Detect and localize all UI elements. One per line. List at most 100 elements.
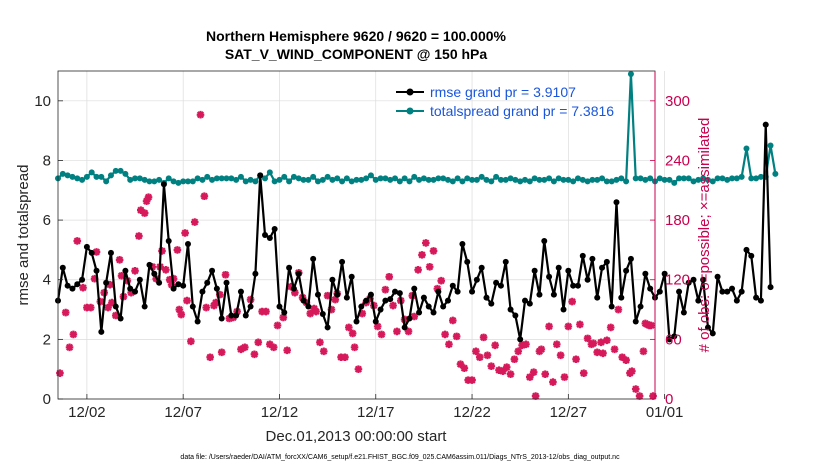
obs-cross-glyph — [61, 308, 70, 317]
y-right-tick-label: 180 — [665, 212, 690, 229]
obs-assimilated-point — [90, 274, 99, 283]
obs-cross-glyph — [373, 322, 382, 331]
obs-cross-glyph — [142, 197, 151, 206]
obs-assimilated-point — [510, 355, 519, 364]
obs-assimilated-point — [622, 356, 630, 365]
rmse-point — [247, 303, 254, 310]
totalspread-point — [194, 175, 201, 182]
obs-assimilated-point — [475, 353, 484, 362]
obs-cross-glyph — [269, 343, 278, 352]
totalspread-point — [704, 176, 711, 183]
obs-assimilated-point — [589, 339, 598, 348]
rmse-point — [319, 311, 326, 318]
y-left-tick-label: 10 — [34, 93, 51, 110]
obs-assimilated-point — [117, 271, 126, 280]
totalspread-point — [132, 175, 139, 182]
legend-rmse-marker — [406, 88, 414, 96]
obs-cross-glyph — [377, 330, 386, 339]
obs-assimilated-point — [92, 248, 101, 256]
rmse-point — [334, 291, 341, 298]
totalspread-point — [459, 178, 466, 185]
obs-cross-glyph — [212, 298, 220, 307]
obs-assimilated-point — [495, 366, 503, 374]
totalspread-point — [165, 175, 172, 182]
totalspread-point — [680, 175, 687, 182]
rmse-point — [531, 267, 538, 274]
rmse-point — [83, 243, 90, 250]
obs-cross-glyph — [358, 309, 367, 318]
obs-cross-glyph — [518, 341, 526, 350]
rmse-point — [555, 264, 562, 271]
rmse-point — [103, 279, 110, 286]
obs-cross-glyph — [90, 274, 99, 283]
rmse-point — [608, 303, 615, 310]
rmse-point — [695, 297, 702, 304]
totalspread-point — [300, 176, 307, 183]
obs-cross-glyph — [414, 265, 422, 274]
obs-assimilated-point — [366, 294, 374, 303]
obs-cross-glyph — [628, 367, 636, 375]
legend-spread-marker — [406, 107, 414, 115]
obs-assimilated-point — [541, 370, 550, 378]
rmse-point — [367, 291, 374, 298]
rmse-point — [704, 324, 711, 331]
obs-cross-glyph — [568, 297, 576, 306]
rmse-point — [676, 288, 683, 295]
totalspread-point — [522, 176, 529, 183]
obs-assimilated-point — [341, 353, 349, 362]
rmse-point — [314, 291, 321, 298]
obs-assimilated-point — [549, 378, 557, 386]
obs-assimilated-point — [647, 321, 655, 330]
obs-assimilated-point — [487, 362, 496, 370]
totalspread-point — [392, 175, 399, 182]
rmse-point — [666, 336, 673, 343]
obs-cross-glyph — [167, 280, 176, 289]
totalspread-point — [237, 173, 244, 180]
totalspread-point — [146, 178, 153, 185]
totalspread-point — [281, 173, 288, 180]
obs-cross-glyph — [545, 322, 553, 331]
totalspread-point — [753, 175, 760, 182]
obs-assimilated-point — [583, 334, 592, 343]
obs-cross-glyph — [606, 323, 615, 332]
rmse-point — [406, 315, 413, 322]
obs-cross-glyph — [144, 193, 153, 202]
obs-cross-glyph — [190, 218, 199, 226]
obs-cross-glyph — [549, 378, 557, 386]
obs-assimilated-point — [96, 297, 105, 306]
obs-assimilated-point — [83, 303, 91, 312]
obs-assimilated-point — [137, 206, 145, 214]
rmse-point — [449, 282, 456, 289]
rmse-point — [252, 270, 259, 277]
totalspread-point — [218, 175, 225, 182]
obs-cross-glyph — [441, 330, 449, 339]
totalspread-point — [469, 176, 476, 183]
obs-cross-glyph — [464, 376, 472, 384]
rmse-point — [180, 282, 187, 289]
rmse-point — [401, 324, 408, 331]
rmse-point — [574, 282, 581, 289]
rmse-point — [382, 297, 389, 304]
obs-cross-glyph — [65, 343, 74, 352]
rmse-point — [724, 288, 731, 295]
obs-cross-glyph — [312, 307, 320, 316]
obs-cross-glyph — [202, 303, 211, 312]
obs-cross-glyph — [225, 314, 234, 323]
rmse-point — [93, 267, 100, 274]
obs-assimilated-point — [177, 310, 186, 319]
obs-cross-glyph — [165, 275, 174, 284]
rmse-point — [156, 279, 163, 286]
obs-assimilated-point — [631, 385, 640, 393]
obs-assimilated-point — [337, 353, 345, 362]
rmse-point — [184, 240, 191, 247]
totalspread-point — [83, 173, 90, 180]
totalspread-point — [367, 172, 374, 179]
totalspread-point — [305, 176, 312, 183]
obs-assimilated-point — [79, 283, 87, 292]
obs-cross-glyph — [560, 373, 569, 381]
obs-assimilated-point — [316, 338, 324, 347]
totalspread-point — [141, 176, 148, 183]
rmse-point — [546, 273, 553, 280]
totalspread-point — [502, 176, 509, 183]
